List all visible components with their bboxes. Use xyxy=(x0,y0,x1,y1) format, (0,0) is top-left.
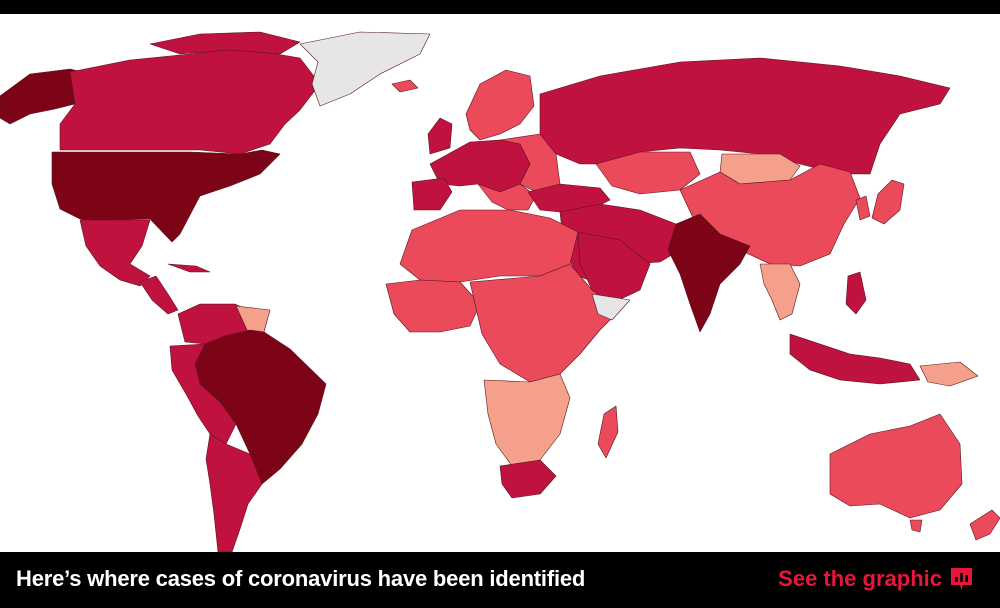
central-america[interactable] xyxy=(139,275,179,315)
peru-bolivia[interactable] xyxy=(169,343,237,445)
see-the-graphic-link[interactable]: See the graphic xyxy=(778,566,942,591)
new-zealand[interactable] xyxy=(969,509,1000,541)
kazakhstan[interactable] xyxy=(595,151,701,195)
west-africa[interactable] xyxy=(385,279,481,333)
south-africa[interactable] xyxy=(499,459,557,499)
korea[interactable] xyxy=(855,195,871,221)
united-states[interactable] xyxy=(51,149,281,243)
russia[interactable] xyxy=(539,57,951,175)
italy-balkans[interactable] xyxy=(477,183,537,211)
world-map-svg xyxy=(0,14,1000,552)
iberia[interactable] xyxy=(411,177,453,211)
madagascar[interactable] xyxy=(597,405,619,459)
iceland[interactable] xyxy=(391,79,419,93)
chart-icon[interactable] xyxy=(949,567,974,591)
world-map[interactable] xyxy=(0,14,1000,552)
arabia[interactable] xyxy=(577,231,651,305)
central-east-africa[interactable] xyxy=(469,263,621,383)
greenland[interactable] xyxy=(299,31,431,107)
argentina-chile[interactable] xyxy=(205,433,263,552)
mexico[interactable] xyxy=(79,219,151,287)
philippines[interactable] xyxy=(845,271,867,315)
headline[interactable]: Here’s where cases of coronavirus have b… xyxy=(16,566,586,591)
japan[interactable] xyxy=(871,179,905,225)
papua[interactable] xyxy=(919,361,979,387)
horn-of-africa[interactable] xyxy=(591,293,631,321)
cuba[interactable] xyxy=(167,263,211,273)
scandinavia[interactable] xyxy=(465,69,535,141)
indonesia[interactable] xyxy=(789,333,921,385)
australia[interactable] xyxy=(829,413,963,519)
tasmania[interactable] xyxy=(909,519,923,533)
footer-bar: Here’s where cases of coronavirus have b… xyxy=(0,552,1000,608)
india[interactable] xyxy=(667,213,751,333)
canada-islands xyxy=(149,31,301,55)
uk-ireland[interactable] xyxy=(427,117,453,155)
southern-africa[interactable] xyxy=(483,373,571,467)
southeast-asia[interactable] xyxy=(759,263,801,321)
top-bar xyxy=(0,0,1000,14)
